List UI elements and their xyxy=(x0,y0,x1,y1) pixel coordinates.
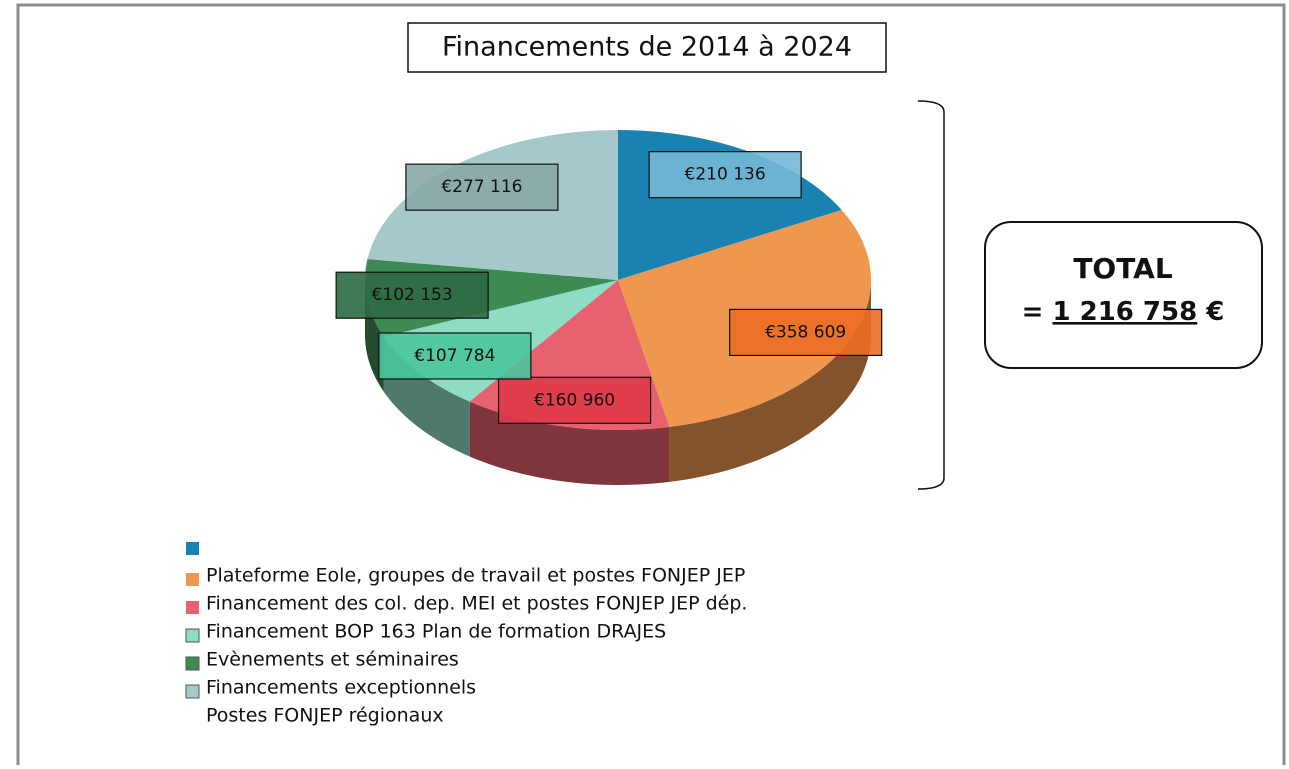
legend-swatch xyxy=(185,656,200,671)
legend-swatch xyxy=(185,684,200,699)
value-label: €210 136 xyxy=(685,165,766,185)
value-label-box xyxy=(648,151,802,199)
total-amount: 1 216 758 xyxy=(1052,297,1197,327)
value-label-box xyxy=(378,332,532,380)
total-prefix: = xyxy=(1022,297,1044,327)
legend-swatch xyxy=(186,542,199,555)
legend-label: Evènements et séminaires xyxy=(206,649,459,671)
legend-label: Plateforme Eole, groupes de travail et p… xyxy=(206,565,745,587)
bracket xyxy=(917,100,945,490)
total-box xyxy=(984,221,1263,369)
value-label: €277 116 xyxy=(441,177,522,197)
legend-swatch xyxy=(186,601,199,614)
value-label-box xyxy=(405,163,559,211)
value-label-box xyxy=(335,271,489,319)
legend-label: Financements exceptionnels xyxy=(206,677,476,699)
title-box xyxy=(407,22,887,73)
value-label: €107 784 xyxy=(414,346,495,366)
total-title: TOTAL xyxy=(1073,252,1172,285)
legend-swatch xyxy=(186,573,199,586)
slice-side xyxy=(669,280,871,482)
total-unit: € xyxy=(1205,297,1224,327)
legend-label: Financement des col. dep. MEI et postes … xyxy=(206,593,747,615)
legend-label: Financement BOP 163 Plan de formation DR… xyxy=(206,621,666,643)
value-label: €160 960 xyxy=(534,390,615,410)
value-label: €102 153 xyxy=(372,285,453,305)
value-label-box xyxy=(497,376,652,424)
total-line: = 1 216 758 € xyxy=(1022,297,1225,327)
value-label: €358 609 xyxy=(765,322,846,342)
legend-swatch xyxy=(185,628,200,643)
value-label-box xyxy=(729,308,883,357)
chart-title: Financements de 2014 à 2024 xyxy=(442,32,852,63)
legend-label: Postes FONJEP régionaux xyxy=(206,705,444,727)
